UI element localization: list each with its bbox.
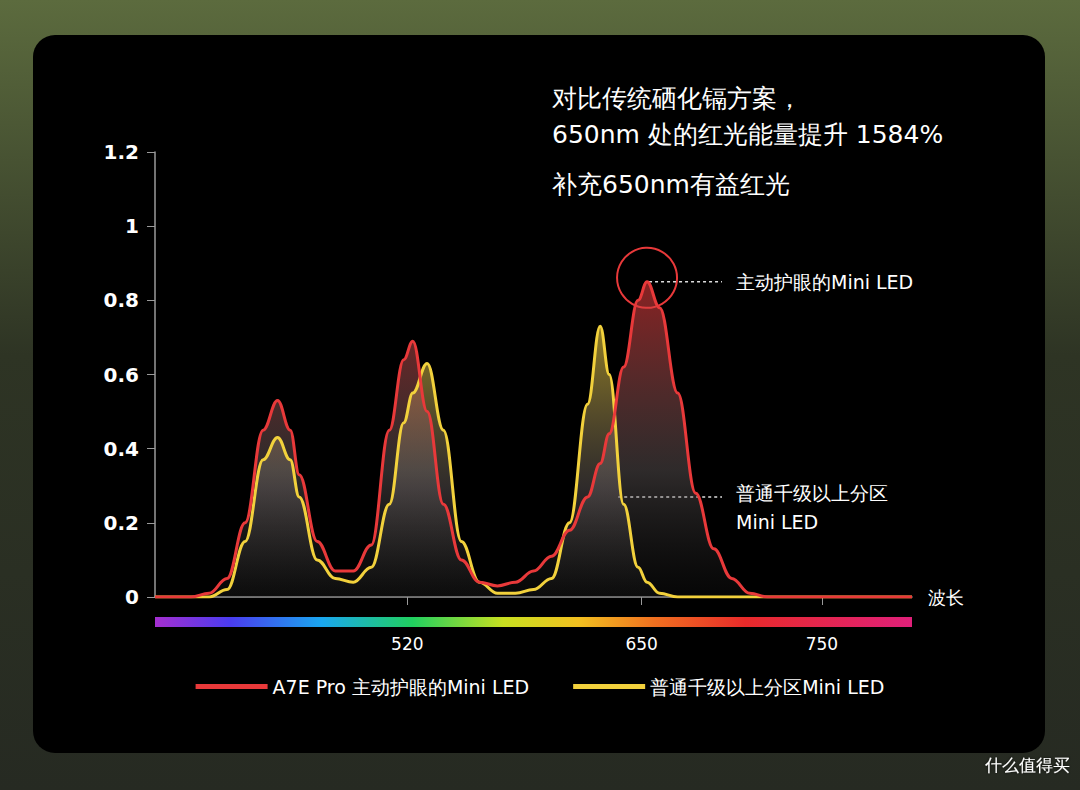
- svg-text:0.4: 0.4: [104, 437, 139, 461]
- svg-text:1.2: 1.2: [104, 140, 139, 164]
- svg-text:补充650nm有益红光: 补充650nm有益红光: [552, 170, 790, 199]
- svg-text:主动护眼的Mini LED: 主动护眼的Mini LED: [736, 271, 913, 293]
- svg-text:普通千级以上分区: 普通千级以上分区: [736, 482, 888, 504]
- svg-text:650: 650: [625, 634, 657, 654]
- svg-text:0.8: 0.8: [104, 288, 139, 312]
- svg-text:0.6: 0.6: [104, 363, 139, 387]
- svg-text:Mini LED: Mini LED: [736, 511, 818, 533]
- svg-text:650nm 处的红光能量提升 1584%: 650nm 处的红光能量提升 1584%: [552, 120, 943, 149]
- svg-text:520: 520: [391, 634, 423, 654]
- svg-text:0.2: 0.2: [104, 511, 139, 535]
- svg-text:普通千级以上分区Mini LED: 普通千级以上分区Mini LED: [650, 676, 884, 698]
- svg-text:对比传统硒化镉方案，: 对比传统硒化镉方案，: [552, 84, 802, 113]
- svg-text:750: 750: [806, 634, 838, 654]
- svg-text:波长: 波长: [928, 587, 964, 608]
- svg-text:1: 1: [125, 214, 139, 238]
- svg-text:什么值得买: 什么值得买: [984, 755, 1070, 775]
- svg-text:A7E Pro 主动护眼的Mini LED: A7E Pro 主动护眼的Mini LED: [273, 676, 530, 698]
- svg-text:0: 0: [125, 585, 139, 609]
